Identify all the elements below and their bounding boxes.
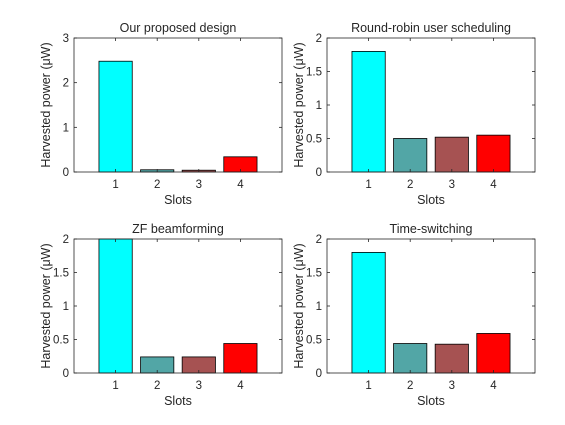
chart-title: ZF beamforming: [132, 222, 224, 236]
y-axis-label: Harvested power (μW): [39, 243, 53, 368]
x-tick-label: 4: [237, 380, 244, 392]
chart-panel-1: 1 2 3 4 0 1 2 3 Our proposed design Slots Harveste…: [39, 21, 283, 207]
chart-panel-3: 1 2 3 4 0 0.5 1 1.5 2 ZF beamforming Slots Harveste…: [39, 222, 283, 408]
y-tick-label: 0.5: [53, 335, 69, 347]
bar-slot-2: [393, 138, 428, 173]
chart-panel-4: 1 2 3 4 0 0.5 1 1.5 2 Time-switching Slots Harveste…: [292, 222, 536, 408]
axes-box: [73, 37, 283, 173]
bar-slot-4: [223, 343, 258, 374]
x-axis-label: Slots: [417, 394, 445, 408]
bar-slot-1: [351, 251, 386, 374]
x-tick-label: 3: [196, 380, 202, 392]
x-tick-label: 2: [154, 179, 160, 191]
bar-slot-4: [476, 333, 511, 374]
x-tick-label: 2: [407, 380, 413, 392]
y-tick-label: 2: [63, 78, 69, 90]
y-tick-label: 1.5: [53, 268, 69, 280]
x-tick-label: 2: [154, 380, 160, 392]
y-axis-label: Harvested power (μW): [292, 243, 306, 368]
y-tick-label: 3: [63, 33, 69, 45]
y-axis-label: Harvested power (μW): [39, 42, 53, 167]
y-tick-label: 1: [316, 301, 322, 313]
y-axis-label: Harvested power (μW): [292, 42, 306, 167]
y-tick-label: 0: [63, 167, 69, 179]
y-tick-label: 1.5: [306, 67, 322, 79]
y-tick-label: 2: [316, 33, 322, 45]
bar-slot-1: [98, 238, 133, 374]
chart-title: Our proposed design: [120, 21, 237, 35]
chart-panel-2: 1 2 3 4 0 0.5 1 1.5 2 Round-robin user scheduling…: [292, 21, 536, 207]
x-axis-label: Slots: [164, 193, 192, 207]
y-tick-label: 1.5: [306, 268, 322, 280]
bar-slot-2: [393, 343, 428, 374]
y-tick-label: 0: [316, 167, 322, 179]
x-tick-label: 3: [449, 380, 455, 392]
x-tick-label: 1: [365, 380, 371, 392]
y-tick-label: 1: [63, 122, 69, 134]
x-tick-label: 1: [112, 179, 118, 191]
bar-slot-4: [476, 134, 511, 173]
bar-slot-1: [98, 60, 133, 173]
x-tick-label: 3: [449, 179, 455, 191]
bar-slot-1: [351, 51, 386, 173]
x-tick-label: 4: [237, 179, 244, 191]
y-tick-label: 1: [63, 301, 69, 313]
x-tick-label: 4: [490, 380, 497, 392]
chart-title: Round-robin user scheduling: [351, 21, 511, 35]
bar-slot-3: [434, 343, 469, 374]
chart-title: Time-switching: [390, 222, 473, 236]
x-tick-label: 2: [407, 179, 413, 191]
x-tick-label: 1: [365, 179, 371, 191]
y-tick-label: 2: [63, 234, 69, 246]
x-axis-label: Slots: [164, 394, 192, 408]
y-tick-label: 1: [316, 100, 322, 112]
y-tick-label: 0: [316, 368, 322, 380]
y-tick-label: 0.5: [306, 134, 322, 146]
y-tick-label: 0: [63, 368, 69, 380]
y-tick-label: 2: [316, 234, 322, 246]
y-tick-label: 0.5: [306, 335, 322, 347]
x-tick-label: 4: [490, 179, 497, 191]
x-tick-label: 3: [196, 179, 202, 191]
x-tick-label: 1: [112, 380, 118, 392]
bar-slot-3: [434, 136, 469, 173]
x-axis-label: Slots: [417, 193, 445, 207]
